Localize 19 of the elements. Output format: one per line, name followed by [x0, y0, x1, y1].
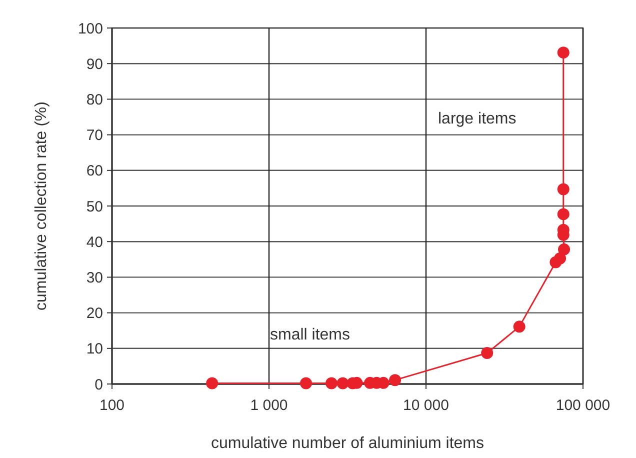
y-axis-title: cumulative collection rate (%): [33, 102, 50, 310]
x-tick-label: 10 000: [403, 397, 449, 414]
y-tick-label: 100: [78, 20, 103, 38]
x-tick-label: 100: [99, 397, 125, 414]
annotation: small items: [270, 326, 350, 344]
y-tick-label: 70: [86, 127, 103, 144]
y-tick-label: 30: [86, 269, 103, 286]
y-tick-label: 0: [94, 376, 103, 394]
x-axis-title: cumulative number of aluminium items: [211, 435, 484, 452]
y-tick-label: 80: [86, 91, 103, 108]
x-tick-label: 1 000: [250, 397, 288, 414]
annotation: large items: [438, 110, 516, 128]
y-tick-label: 40: [86, 234, 103, 251]
y-tick-label: 50: [86, 198, 103, 216]
y-tick-label: 20: [86, 305, 103, 322]
y-tick-label: 60: [86, 162, 103, 180]
x-tick-label: 100 000: [556, 397, 610, 414]
y-tick-label: 10: [86, 340, 103, 358]
y-tick-label: 90: [86, 56, 103, 73]
